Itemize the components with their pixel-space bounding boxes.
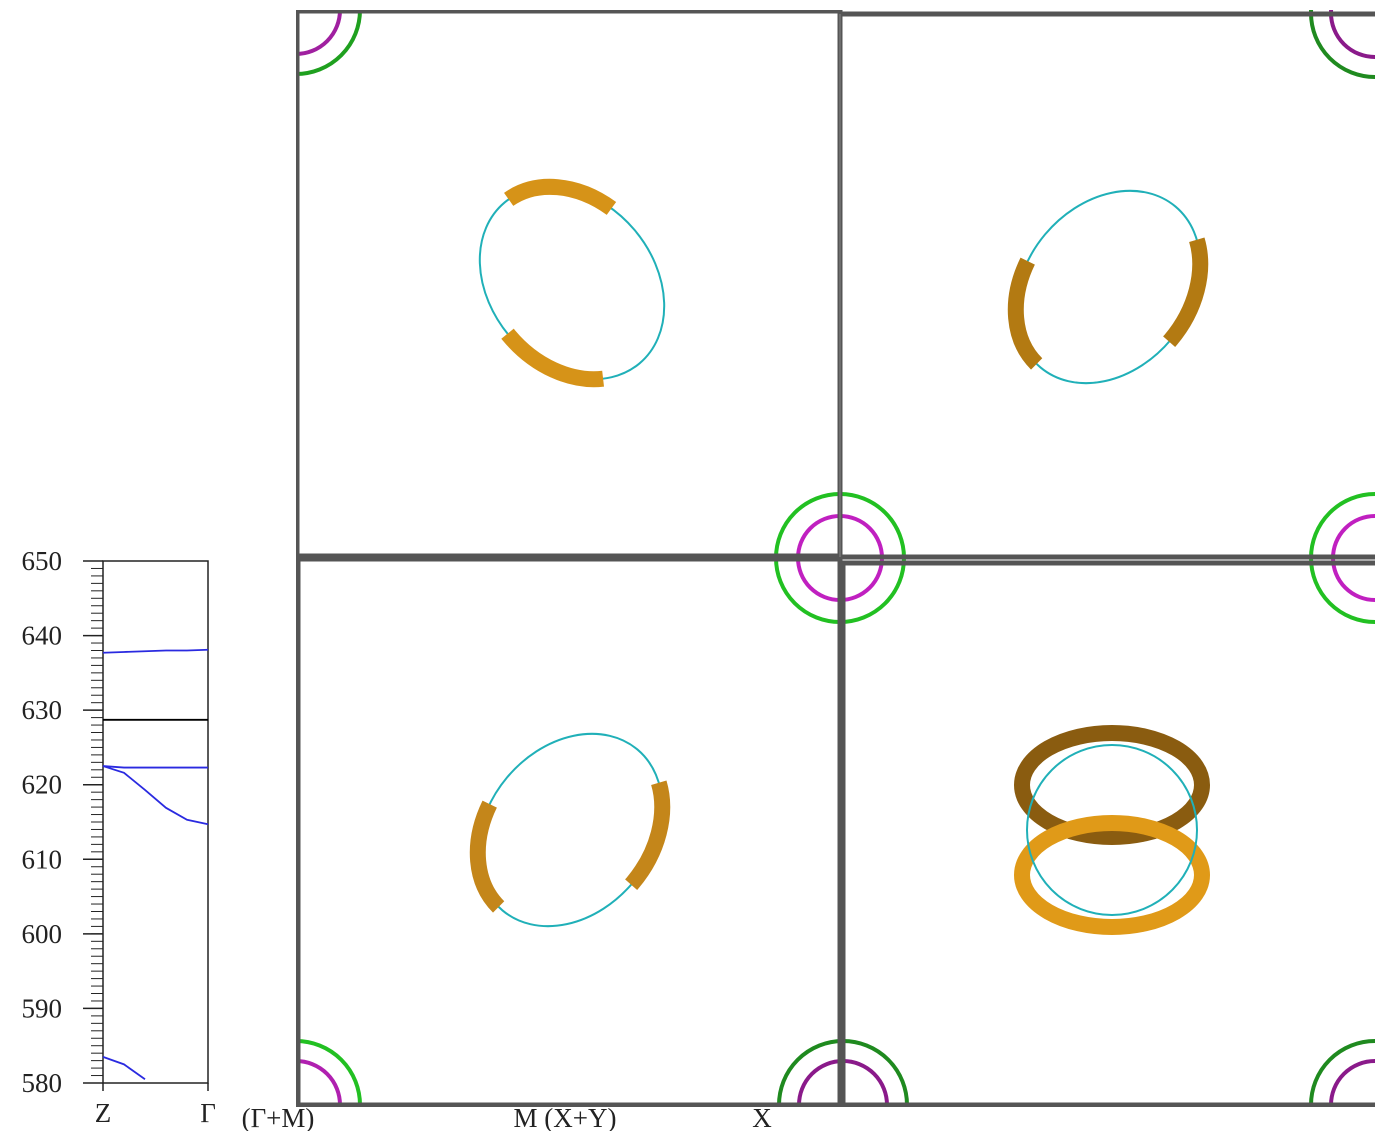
y-tick-label: 580 — [22, 1068, 63, 1098]
plot-frame — [102, 560, 209, 1084]
y-tick-label: 610 — [22, 844, 63, 874]
y-tick-label: 650 — [22, 546, 63, 576]
x-tick-label: Γ — [200, 1098, 216, 1128]
y-tick-label: 620 — [22, 770, 63, 800]
y-tick-label: 590 — [22, 993, 63, 1023]
path-label: X — [752, 1103, 772, 1131]
x-tick-label: Z — [95, 1098, 112, 1128]
path-label: (Γ+M) — [242, 1103, 315, 1131]
y-tick-label: 630 — [22, 695, 63, 725]
y-tick-label: 600 — [22, 919, 63, 949]
band-line — [102, 1056, 146, 1081]
y-tick-label: 640 — [22, 621, 63, 651]
band-line — [102, 765, 208, 769]
fermi-surface-panels — [296, 10, 1375, 1107]
path-label: M (X+Y) — [514, 1103, 617, 1131]
band-line — [102, 648, 209, 654]
band-line — [102, 765, 209, 826]
